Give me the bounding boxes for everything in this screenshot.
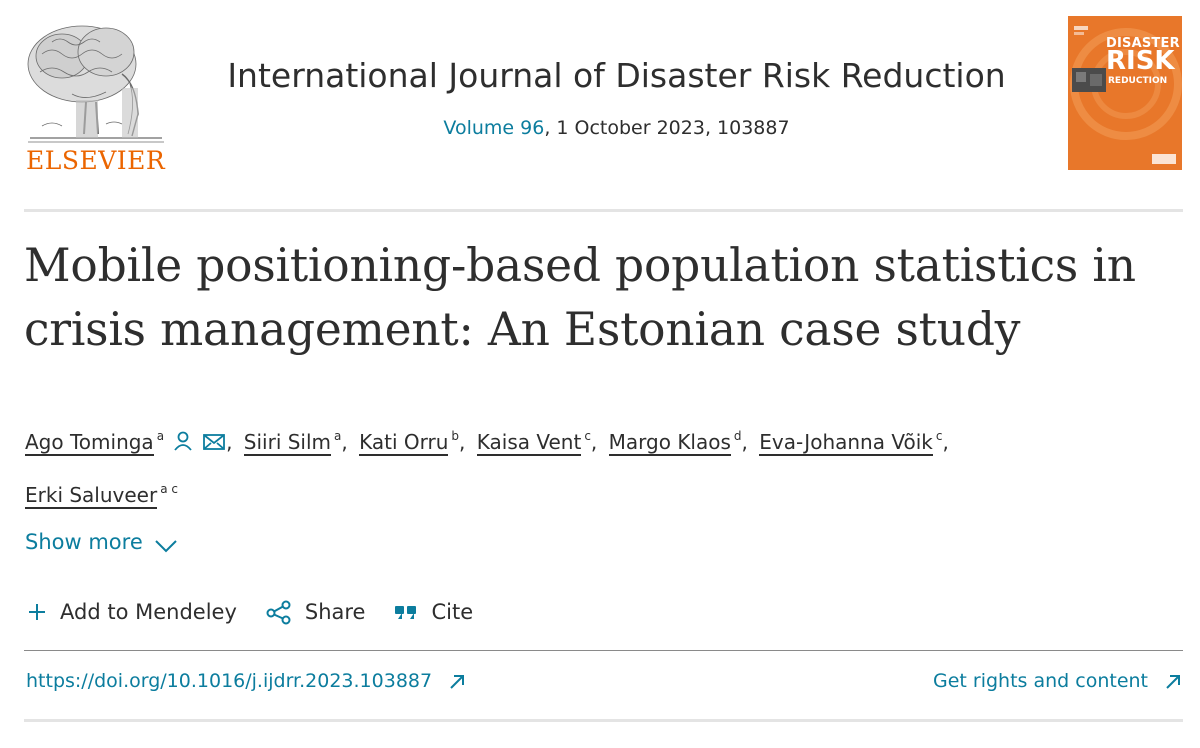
cite-button[interactable]: Cite bbox=[393, 600, 473, 624]
author-link[interactable]: Siiri Silm a bbox=[243, 429, 342, 456]
external-arrow-icon bbox=[450, 675, 465, 689]
person-icon[interactable] bbox=[172, 423, 194, 467]
add-to-mendeley-button[interactable]: Add to Mendeley bbox=[26, 600, 237, 624]
author-link[interactable]: Kaisa Vent c bbox=[476, 429, 591, 456]
cover-title-1: DISASTER bbox=[1106, 36, 1180, 51]
share-label: Share bbox=[304, 600, 366, 624]
plus-icon bbox=[29, 604, 45, 620]
cover-art bbox=[1068, 16, 1182, 170]
mendeley-label: Add to Mendeley bbox=[60, 600, 237, 624]
external-arrow-icon bbox=[1166, 675, 1180, 689]
cover-title-2: RISK bbox=[1106, 46, 1175, 76]
show-more-label: Show more bbox=[25, 530, 143, 554]
get-rights-link[interactable]: Get rights and content bbox=[933, 670, 1182, 692]
issue-details: , 1 October 2023, 103887 bbox=[544, 117, 790, 139]
publisher-name: ELSEVIER bbox=[26, 146, 166, 175]
issue-line: Volume 96, 1 October 2023, 103887 bbox=[0, 117, 1200, 139]
show-more-button[interactable]: Show more bbox=[25, 530, 179, 555]
header-divider bbox=[24, 209, 1183, 212]
doi-link[interactable]: https://doi.org/10.1016/j.ijdrr.2023.103… bbox=[26, 670, 466, 692]
rights-label: Get rights and content bbox=[932, 670, 1148, 692]
quote-icon bbox=[395, 606, 417, 619]
author-link[interactable]: Kati Orru b bbox=[359, 429, 460, 456]
journal-title[interactable]: International Journal of Disaster Risk R… bbox=[227, 56, 1006, 95]
volume-link[interactable]: Volume 96 bbox=[443, 117, 545, 139]
doi-label: https://doi.org/10.1016/j.ijdrr.2023.103… bbox=[26, 670, 433, 692]
actions-divider bbox=[24, 650, 1183, 651]
article-title: Mobile positioning-based population stat… bbox=[24, 239, 1136, 356]
footer-divider bbox=[24, 719, 1183, 722]
cover-title-3: REDUCTION bbox=[1108, 76, 1168, 86]
elsevier-tree-logo[interactable] bbox=[22, 14, 170, 174]
author-link[interactable]: Erki Saluveer a c bbox=[25, 482, 178, 509]
author-list: Ago Tominga a, Siiri Silm a, Kati Orru b, K… bbox=[25, 414, 1190, 517]
author-link[interactable]: Margo Klaos d bbox=[608, 429, 742, 456]
share-icon bbox=[266, 600, 291, 625]
journal-cover[interactable]: DISASTER RISK REDUCTION bbox=[1068, 16, 1182, 170]
envelope-icon[interactable] bbox=[202, 423, 226, 467]
chevron-down-icon bbox=[155, 540, 177, 553]
cite-label: Cite bbox=[431, 600, 474, 624]
author-link[interactable]: Eva-Johanna Võik c bbox=[759, 429, 943, 456]
author-link[interactable]: Ago Tominga a bbox=[25, 429, 165, 456]
article-actions: Add to Mendeley Share Cite bbox=[26, 598, 473, 626]
share-button[interactable]: Share bbox=[265, 598, 366, 626]
